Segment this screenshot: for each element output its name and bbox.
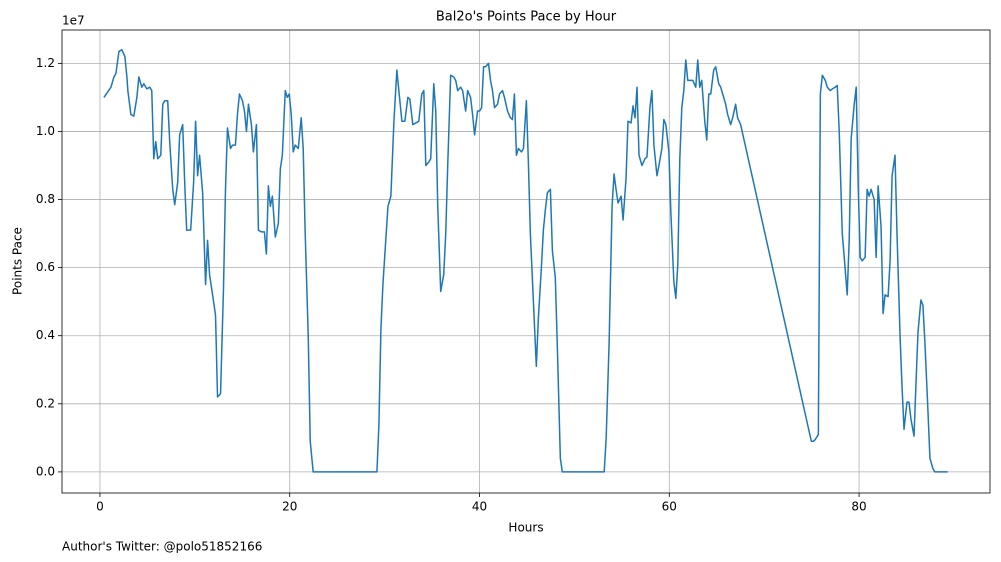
y-axis-label: Points Pace	[11, 227, 25, 295]
x-tick-label: 80	[851, 500, 866, 514]
y-tick-label: 0.8	[36, 192, 55, 206]
x-tick-label: 40	[472, 500, 487, 514]
footnote: Author's Twitter: @polo51852166	[62, 540, 262, 554]
y-tick-label: 0.4	[36, 328, 55, 342]
plot-frame	[61, 29, 991, 494]
x-axis-label: Hours	[508, 521, 543, 535]
line	[103, 49, 948, 473]
y-offset-label: 1e7	[62, 14, 85, 28]
x-tick-label: 60	[662, 500, 677, 514]
x-tick-label: 20	[282, 500, 297, 514]
y-tick-label: 1.0	[36, 124, 55, 138]
y-tick-label: 0.6	[36, 260, 55, 274]
chart-title: Bal2o's Points Pace by Hour	[436, 10, 617, 25]
y-tick-label: 1.2	[36, 56, 55, 70]
x-tick-label: 0	[96, 500, 104, 514]
y-tick-label: 0.0	[36, 464, 55, 478]
y-tick-label: 0.2	[36, 396, 55, 410]
